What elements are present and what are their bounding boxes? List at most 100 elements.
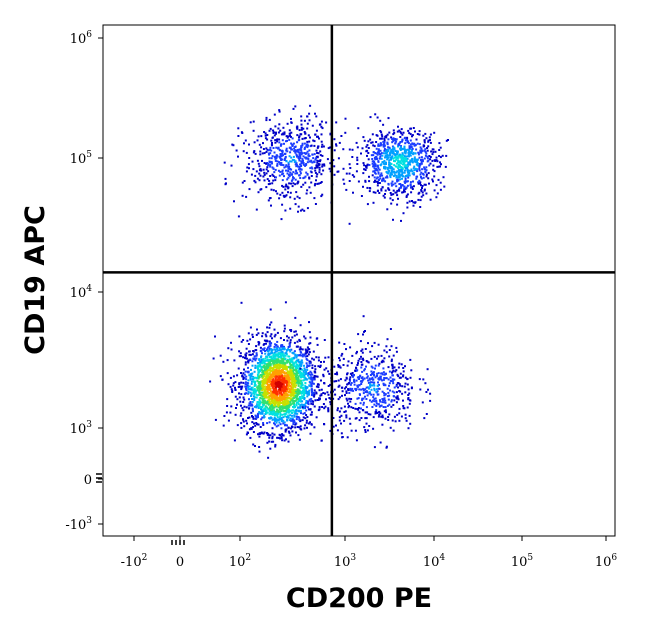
event-dot bbox=[431, 153, 434, 156]
event-dot bbox=[263, 431, 266, 434]
event-dot bbox=[268, 160, 271, 163]
event-dot bbox=[406, 383, 409, 386]
event-dot bbox=[310, 166, 313, 169]
event-dot bbox=[381, 414, 384, 417]
event-dot bbox=[282, 386, 285, 389]
event-dot bbox=[311, 380, 314, 383]
event-dot bbox=[293, 341, 296, 344]
event-dot bbox=[301, 152, 304, 155]
event-dot bbox=[283, 347, 286, 349]
event-dot bbox=[288, 366, 291, 369]
event-dot bbox=[270, 440, 273, 443]
event-dot bbox=[294, 390, 297, 393]
event-dot bbox=[408, 151, 411, 154]
event-dot bbox=[382, 179, 385, 182]
event-dot bbox=[426, 157, 429, 160]
event-dot bbox=[271, 349, 274, 352]
event-dot bbox=[300, 391, 303, 394]
event-dot bbox=[276, 401, 279, 404]
event-dot bbox=[376, 169, 379, 172]
event-dot bbox=[274, 349, 277, 351]
event-dot bbox=[267, 152, 270, 155]
event-dot bbox=[362, 389, 365, 392]
event-dot bbox=[401, 191, 404, 194]
y-axis-misc-marks bbox=[96, 473, 102, 483]
event-dot bbox=[262, 175, 265, 178]
event-dot bbox=[316, 146, 319, 149]
event-dot bbox=[384, 150, 387, 153]
event-dot bbox=[366, 376, 369, 379]
event-dot bbox=[387, 172, 390, 175]
event-dot bbox=[345, 376, 348, 379]
event-dot bbox=[399, 178, 401, 181]
event-dot bbox=[424, 183, 427, 186]
event-dot bbox=[406, 406, 409, 409]
event-dot bbox=[327, 385, 330, 387]
event-dot bbox=[404, 160, 406, 163]
event-dot bbox=[262, 382, 265, 384]
event-dot bbox=[382, 123, 385, 126]
event-dot bbox=[293, 392, 296, 394]
event-dot bbox=[348, 222, 351, 225]
event-dot bbox=[290, 148, 293, 151]
event-dot bbox=[400, 166, 403, 169]
event-dot bbox=[351, 174, 354, 177]
event-dot bbox=[265, 372, 268, 375]
event-dot bbox=[287, 135, 290, 138]
event-dot bbox=[398, 165, 401, 168]
event-dot bbox=[387, 378, 390, 381]
event-dot bbox=[281, 169, 284, 172]
event-dot bbox=[437, 178, 440, 181]
event-dot bbox=[406, 157, 409, 160]
event-dot bbox=[290, 375, 293, 378]
event-dot bbox=[289, 151, 292, 154]
event-dot bbox=[310, 383, 313, 386]
event-dot bbox=[260, 418, 263, 421]
event-dot bbox=[411, 149, 413, 152]
event-dot bbox=[297, 139, 300, 142]
event-dot bbox=[305, 157, 308, 160]
event-dot bbox=[308, 384, 311, 387]
event-dot bbox=[383, 144, 386, 147]
event-dot bbox=[438, 149, 441, 151]
event-dot bbox=[294, 316, 297, 319]
event-dot bbox=[414, 201, 416, 204]
event-dot bbox=[268, 355, 271, 358]
event-dot bbox=[310, 411, 313, 414]
event-dot bbox=[368, 377, 371, 380]
event-dot bbox=[301, 144, 304, 147]
event-dot bbox=[419, 206, 422, 208]
event-dot bbox=[284, 357, 287, 360]
event-dot bbox=[405, 166, 408, 168]
event-dot bbox=[296, 195, 299, 198]
event-dot bbox=[254, 152, 257, 155]
event-dot bbox=[302, 372, 305, 375]
event-dot bbox=[264, 362, 267, 365]
event-dot bbox=[281, 393, 283, 396]
event-dot bbox=[273, 171, 276, 174]
event-dot bbox=[305, 409, 308, 412]
event-dot bbox=[285, 387, 287, 390]
event-dot bbox=[304, 181, 307, 184]
event-dot bbox=[329, 397, 332, 400]
event-dot bbox=[301, 368, 304, 371]
event-dot bbox=[297, 403, 300, 406]
event-dot bbox=[292, 395, 295, 398]
event-dot bbox=[253, 150, 256, 153]
event-dot bbox=[280, 435, 283, 438]
event-dot bbox=[273, 382, 276, 385]
event-dot bbox=[266, 422, 269, 425]
event-dot bbox=[268, 118, 271, 121]
event-dot bbox=[271, 162, 273, 165]
event-dot bbox=[292, 423, 295, 426]
event-dot bbox=[247, 392, 250, 395]
event-dot bbox=[305, 362, 308, 365]
event-dot bbox=[419, 159, 422, 161]
event-dot bbox=[400, 128, 403, 131]
event-dot bbox=[284, 152, 287, 155]
event-dot bbox=[293, 357, 295, 360]
event-dot bbox=[419, 173, 422, 176]
event-dot bbox=[261, 152, 264, 155]
event-dot bbox=[273, 365, 276, 368]
event-dot bbox=[338, 419, 341, 422]
